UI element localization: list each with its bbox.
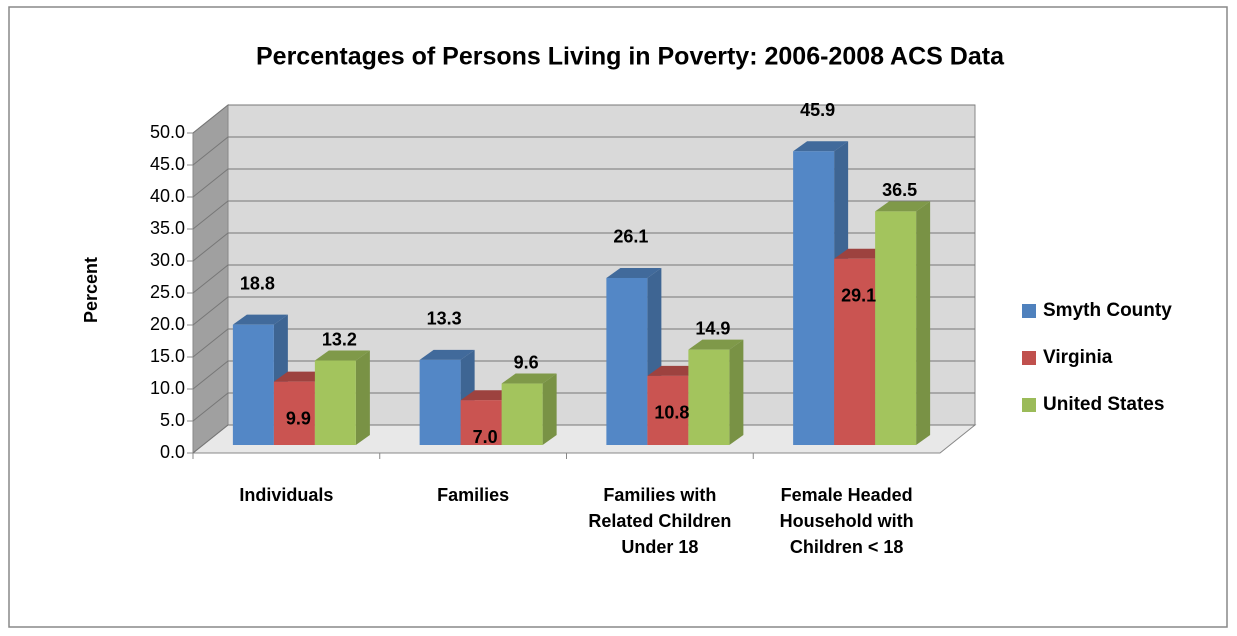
x-tick-label: Families with Related Children Under 18 [588, 485, 732, 557]
bar [834, 258, 876, 445]
y-tick-label: 15.0 [150, 346, 185, 366]
bar-side [729, 339, 744, 445]
bar-top [875, 201, 931, 212]
bar [419, 359, 461, 445]
data-label: 9.6 [514, 352, 539, 372]
y-tick-label: 25.0 [150, 282, 185, 302]
data-label: 9.9 [286, 408, 311, 428]
data-label: 13.3 [427, 309, 462, 329]
legend-swatch [1022, 304, 1036, 318]
y-tick-label: 35.0 [150, 218, 185, 238]
y-tick-label: 30.0 [150, 250, 185, 270]
data-label: 10.8 [654, 403, 689, 423]
grid-line-side [192, 360, 229, 390]
grid-line-side [192, 136, 229, 166]
data-label: 13.2 [322, 329, 357, 349]
grid-line-side [192, 200, 229, 230]
bar [232, 324, 274, 445]
chart-title: Percentages of Persons Living in Poverty… [256, 43, 1005, 71]
grid-line-side [192, 424, 229, 454]
y-axis-label: Percent [81, 257, 101, 323]
bar [460, 400, 502, 445]
bar-top [501, 373, 557, 384]
x-tick-label: Individuals [239, 485, 334, 505]
x-tick-label: Families [437, 485, 510, 505]
bar-top [314, 350, 370, 361]
y-tick-label: 20.0 [150, 314, 185, 334]
bar-side [355, 350, 370, 445]
bar-top [606, 267, 662, 278]
bar [688, 349, 730, 445]
bar [647, 375, 689, 445]
legend-label: United States [1043, 394, 1164, 415]
bar-top [419, 349, 475, 360]
grid-line-side [192, 296, 229, 326]
legend-label: Virginia [1043, 347, 1113, 368]
legend-swatch [1022, 398, 1036, 412]
x-tick-label: Female Headed Household with Children < … [779, 485, 914, 557]
data-label: 7.0 [473, 427, 498, 447]
grid-line-side [192, 328, 229, 358]
bar [273, 381, 315, 445]
y-tick-label: 40.0 [150, 186, 185, 206]
data-label: 36.5 [882, 180, 917, 200]
grid-line-side [192, 264, 229, 294]
bar [793, 151, 835, 446]
data-label: 18.8 [240, 273, 275, 293]
bar [314, 360, 356, 445]
y-tick-label: 10.0 [150, 378, 185, 398]
grid-line-side [192, 392, 229, 422]
data-label: 29.1 [841, 286, 876, 306]
bar [875, 211, 917, 445]
grid-line-side [192, 168, 229, 198]
bar-side [916, 201, 931, 445]
legend-swatch [1022, 351, 1036, 365]
y-tick-label: 45.0 [150, 154, 185, 174]
data-label: 14.9 [695, 318, 730, 338]
y-tick-label: 0.0 [160, 442, 185, 462]
y-tick-label: 5.0 [160, 410, 185, 430]
bar-top [232, 314, 288, 325]
bar-side [542, 373, 557, 445]
bar [606, 277, 648, 445]
bar [501, 383, 543, 445]
grid-line-side [192, 104, 229, 134]
bar-top [793, 141, 849, 152]
data-label: 26.1 [613, 227, 648, 247]
bar-top [688, 339, 744, 350]
y-tick-label: 50.0 [150, 122, 185, 142]
grid-line-side [192, 232, 229, 262]
legend-label: Smyth County [1043, 300, 1172, 321]
data-label: 45.9 [800, 100, 835, 120]
